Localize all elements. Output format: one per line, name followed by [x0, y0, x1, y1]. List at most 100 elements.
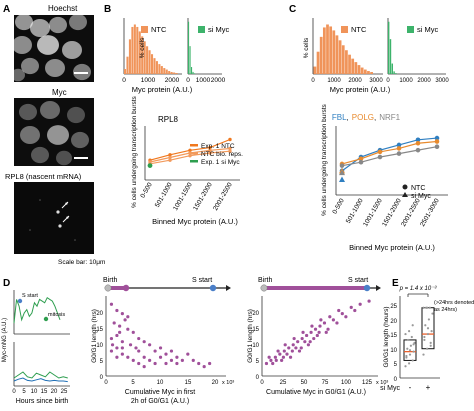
d-trace-xtick-0: 0: [12, 389, 16, 395]
b-series-exp1-ntc-point: [188, 148, 192, 152]
e-ytick-10: 10: [390, 348, 397, 354]
d-sc2-point: [281, 355, 286, 359]
c-gene-fbl: FBL: [332, 113, 347, 122]
myc-image: [14, 98, 94, 166]
d-sc2-ytick-10: 10: [252, 343, 259, 349]
hoechst-nucleus: [37, 35, 59, 55]
e-point-1: [426, 347, 429, 350]
d-trace-xlabel: Hours since birth: [16, 398, 69, 405]
d-sc1-birth-label: Birth: [103, 277, 118, 284]
myc-nucleus: [40, 101, 60, 119]
panel-letter-a: A: [3, 4, 10, 15]
b-hist-ntc-bar: [155, 61, 158, 74]
c-legend-si: si Myc: [417, 25, 438, 34]
d-trace-mitosis-label: mitosis: [48, 312, 65, 318]
panel-letter-e: E: [392, 278, 399, 289]
b-line-xtick: 0-500: [139, 181, 154, 199]
d-sc2-point: [317, 330, 321, 334]
d-trace-ylabel: Myc-mNG (A.U.): [2, 318, 8, 362]
b-hist-ntc-bar: [153, 58, 156, 74]
e-box-0: [403, 339, 417, 361]
d-sc2-point: [297, 349, 302, 353]
e-point-0: [411, 324, 414, 327]
b-hist-ntc-bar: [143, 41, 146, 74]
e-point-0: [405, 354, 408, 358]
e-point-0: [412, 343, 415, 346]
b-hist-ntc-bar: [136, 26, 139, 74]
c-line-xlabel: Binned Myc protein (A.U.): [349, 243, 435, 252]
c-line-chart: 0-500 501-10001001-15001501-20002001-2500…: [321, 103, 448, 252]
b-hist-ntc-bar: [131, 26, 134, 74]
c-series-polg-line: [341, 140, 438, 165]
c-hist-ntc-bar: [316, 51, 320, 74]
c-hist-si-bar: [391, 63, 393, 74]
d-trace-bottom-line-0: [13, 371, 68, 379]
d-sc2-point: [313, 327, 318, 331]
myc-nucleus: [67, 106, 85, 124]
e-note-line2: as 24hrs): [434, 307, 457, 313]
e-point-1: [424, 324, 427, 327]
d-sc1-point: [148, 343, 152, 347]
b-series-ntc-rep-1-point: [168, 155, 172, 160]
c-hist-ntc-bar: [341, 45, 345, 74]
e-ytick-0: 0: [394, 377, 398, 383]
c-series-fbl-point: [434, 135, 440, 141]
d-sc2-point: [285, 352, 289, 356]
c-hist-tick-1000: 1000: [327, 78, 341, 84]
c-legend-ntc-marker: [402, 184, 408, 190]
c-legend-si-marker: [402, 192, 408, 197]
d-sc1-point: [109, 349, 114, 353]
e-ytick-20: 20: [390, 319, 397, 325]
e-point-1: [426, 332, 430, 336]
d-sc2-point: [278, 352, 282, 356]
d-sc2-point: [267, 355, 271, 359]
c-hist-ntc-bar: [357, 65, 361, 74]
d-sc1-ytick-0: 0: [100, 375, 104, 381]
d-sc1-point: [208, 361, 212, 366]
b-line-xtick: 1001-1500: [172, 181, 194, 212]
c-legend-si-swatch: [407, 26, 414, 33]
d-sc1-point: [153, 361, 157, 366]
e-point-0: [412, 350, 415, 353]
b-hist-si-bar: [192, 71, 194, 74]
d-trace-xtick-5: 5: [22, 389, 26, 395]
d-sc2-ytick-0: 0: [256, 375, 260, 381]
d-sc1-ytick-10: 10: [96, 343, 103, 349]
c-series-polg-point: [358, 156, 364, 162]
e-note: (>24hrs denoted: [434, 300, 474, 306]
b-hist-tick-1000: 1000: [141, 77, 156, 84]
e-point-1: [430, 330, 433, 333]
d-sc1-point: [118, 324, 122, 328]
b-hist-ntc-bar: [165, 69, 168, 74]
hoechst-nucleus: [69, 13, 87, 31]
d-sc1-point: [131, 358, 135, 362]
e-point-1: [426, 306, 429, 309]
d-sc2-point: [331, 318, 335, 322]
e-point-0: [404, 332, 407, 336]
panel-letter-b: B: [104, 4, 111, 15]
b-legend-exp1-ntc: Exp. 1 NTC: [201, 143, 235, 150]
b-series-ntc-rep-2-point: [228, 149, 232, 153]
d-sc1-s-start-label: S start: [192, 277, 212, 284]
d-sc2-xlabel: Cumulative Myc in G0/G1 (A.U.): [266, 389, 366, 396]
b-hist-ntc-bar: [138, 31, 141, 74]
e-point-1: [423, 335, 426, 339]
d-sc1-point: [126, 315, 130, 319]
rpl8-burst-dot: [39, 199, 41, 201]
e-point-1: [422, 306, 425, 309]
c-hist-si-tick-0: 0: [386, 78, 390, 84]
d-trace-s-start-label: S start: [22, 293, 38, 299]
d-sc2-point: [322, 321, 327, 325]
d-trace-xtick-15: 15: [41, 389, 48, 395]
e-ytick-15: 15: [390, 333, 397, 339]
c-hist-si-bar: [388, 21, 390, 74]
d-sc2-point: [309, 330, 313, 334]
e-pvalue: p = 1.4 x 10⁻³: [399, 286, 438, 292]
d-sc1-point: [158, 355, 163, 359]
c-line-xtick: 0-500: [331, 197, 346, 215]
d-sc2-xtick-125: 125: [362, 380, 373, 386]
c-hist-tick-2000: 2000: [348, 78, 362, 84]
image-label-hoechst: Hoechst: [48, 4, 78, 13]
d-sc2-point: [296, 340, 300, 344]
